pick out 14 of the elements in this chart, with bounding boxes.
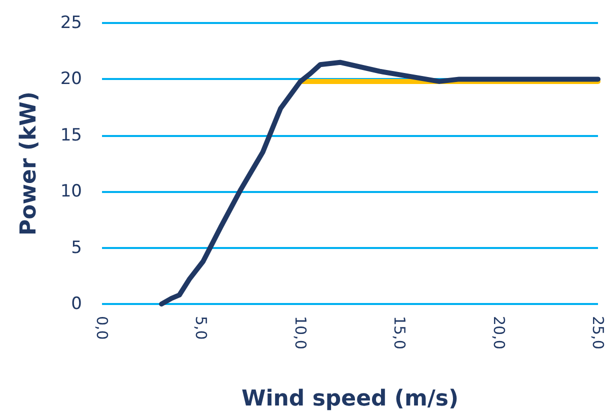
y-tick-label: 20 — [60, 69, 82, 90]
y-tick-label: 25 — [60, 13, 82, 33]
y-tick-label: 10 — [60, 182, 82, 202]
x-axis-title: Wind speed (m/s) — [241, 386, 459, 412]
x-tick-label: 15,0 — [390, 316, 409, 350]
x-tick-label: 10,0 — [291, 316, 310, 350]
y-tick-label: 15 — [60, 125, 82, 146]
x-tick-label: 25,0 — [589, 316, 607, 350]
x-tick-label: 20,0 — [490, 316, 508, 350]
y-axis-title: Power (kW) — [16, 92, 42, 236]
x-tick-label: 0,0 — [93, 316, 111, 340]
x-tick-label: 5,0 — [192, 316, 210, 340]
y-tick-label: 5 — [71, 238, 82, 258]
y-tick-label: 0 — [71, 294, 82, 314]
